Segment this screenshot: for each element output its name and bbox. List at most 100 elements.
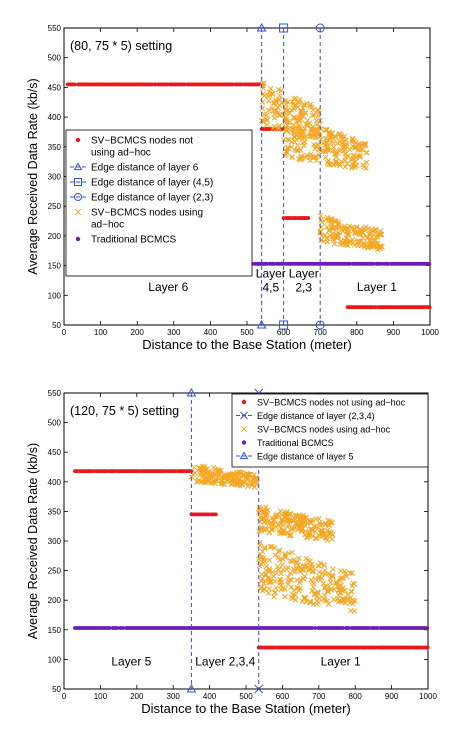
legend-label: SV−BCMCS nodes using ad−hoc — [257, 425, 391, 435]
sv-bcmcs-adhoc-point — [271, 525, 277, 531]
sv-bcmcs-adhoc-point — [368, 240, 374, 246]
sv-bcmcs-adhoc-point — [218, 467, 224, 474]
sv-bcmcs-adhoc-point — [339, 136, 346, 142]
sv-bcmcs-adhoc-point — [264, 122, 270, 128]
sv-bcmcs-adhoc-point — [333, 218, 339, 224]
sv-bcmcs-adhoc-point — [344, 242, 351, 249]
traditional-bcmcs-point — [427, 261, 432, 266]
region-label: 4,5 — [262, 280, 279, 294]
edge-marker-top — [186, 387, 197, 397]
sv-bcmcs-adhoc-point — [270, 125, 276, 132]
edge-marker-top — [256, 22, 267, 32]
sv-bcmcs-adhoc-point — [313, 157, 320, 164]
sv-bcmcs-adhoc-point — [338, 132, 344, 139]
sv-bcmcs-adhoc-point — [201, 465, 208, 472]
x-tick-label: 1000 — [421, 328, 439, 337]
sv-bcmcs-adhoc-point — [207, 479, 213, 486]
legend-box — [231, 393, 429, 468]
legend-marker — [240, 411, 248, 420]
legend-marker — [240, 425, 248, 433]
y-tick-label: 350 — [48, 507, 62, 516]
sv-bcmcs-adhoc-point — [312, 535, 319, 541]
sv-bcmcs-adhoc-point — [288, 584, 294, 590]
region-label: Layer 5 — [111, 654, 151, 668]
edge-marker-bottom — [186, 683, 197, 693]
sv-bcmcs-adhoc-point — [323, 126, 330, 133]
sv-bcmcs-adhoc-point — [273, 585, 279, 591]
sv-bcmcs-adhoc-point — [232, 473, 239, 479]
y-tick-label: 300 — [48, 173, 62, 182]
sv-bcmcs-adhoc-point — [207, 472, 213, 478]
sv-bcmcs-adhoc-point — [357, 147, 363, 153]
sv-bcmcs-adhoc-point — [275, 124, 282, 131]
region-label: Layer 2,3,4 — [195, 654, 255, 668]
x-tick-label: 700 — [312, 692, 326, 701]
legend-label: Edge distance of layer (4,5) — [91, 178, 213, 189]
sv-bcmcs-adhoc-point — [276, 547, 283, 554]
edge-marker-top — [315, 23, 325, 33]
sv-bcmcs-non-adhoc-point — [427, 305, 432, 310]
sv-bcmcs-adhoc-point — [275, 126, 282, 132]
sv-bcmcs-adhoc-point — [297, 113, 304, 119]
sv-bcmcs-adhoc-point — [312, 154, 318, 160]
sv-bcmcs-adhoc-point — [315, 106, 321, 113]
sv-bcmcs-adhoc-point — [310, 601, 317, 607]
traditional-bcmcs-point — [386, 261, 391, 266]
x-tick-label: 500 — [240, 328, 254, 337]
sv-bcmcs-adhoc-point — [291, 147, 298, 153]
sv-bcmcs-adhoc-point — [331, 218, 338, 224]
sv-bcmcs-adhoc-point — [232, 480, 239, 486]
region-label: Layer 1 — [321, 654, 361, 668]
sv-bcmcs-adhoc-point — [284, 136, 291, 143]
sv-bcmcs-adhoc-point — [284, 107, 291, 113]
sv-bcmcs-adhoc-point — [316, 520, 323, 526]
sv-bcmcs-adhoc-point — [256, 542, 263, 548]
edge-marker-top — [279, 23, 289, 33]
y-tick-label: 500 — [48, 419, 62, 428]
sv-bcmcs-adhoc-point — [261, 111, 268, 118]
sv-bcmcs-adhoc-point — [363, 165, 369, 172]
sv-bcmcs-adhoc-point — [305, 557, 311, 564]
sv-bcmcs-adhoc-point — [309, 127, 315, 134]
sv-bcmcs-adhoc-point — [283, 128, 290, 135]
sv-bcmcs-adhoc-point — [272, 552, 278, 558]
sv-bcmcs-adhoc-point — [314, 141, 321, 148]
sv-bcmcs-adhoc-point — [300, 567, 307, 573]
sv-bcmcs-adhoc-point — [288, 594, 295, 600]
sv-bcmcs-adhoc-point — [210, 464, 217, 471]
sv-bcmcs-adhoc-point — [309, 112, 316, 119]
sv-bcmcs-adhoc-point — [192, 470, 198, 476]
sv-bcmcs-adhoc-point — [321, 148, 327, 154]
legend-marker — [75, 236, 81, 242]
sv-bcmcs-adhoc-point — [324, 598, 331, 604]
sv-bcmcs-adhoc-point — [308, 133, 315, 140]
sv-bcmcs-adhoc-point — [292, 592, 299, 598]
sv-bcmcs-adhoc-point — [308, 577, 314, 583]
sv-bcmcs-adhoc-point — [342, 164, 348, 170]
y-tick-label: 250 — [48, 567, 62, 576]
region-label: Layer — [256, 266, 286, 280]
sv-bcmcs-adhoc-point — [298, 520, 305, 527]
traditional-bcmcs-point — [340, 626, 345, 630]
sv-bcmcs-adhoc-point — [337, 162, 343, 169]
sv-bcmcs-adhoc-point — [241, 479, 247, 485]
sv-bcmcs-adhoc-point — [294, 521, 300, 527]
y-tick-label: 550 — [48, 24, 62, 33]
sv-bcmcs-adhoc-point — [291, 587, 297, 594]
sv-bcmcs-adhoc-point — [292, 597, 299, 603]
sv-bcmcs-adhoc-point — [330, 144, 337, 150]
sv-bcmcs-adhoc-point — [286, 137, 292, 143]
x-tick-label: 300 — [167, 328, 181, 337]
sv-bcmcs-adhoc-point — [325, 158, 331, 164]
sv-bcmcs-adhoc-point — [263, 510, 270, 516]
sv-bcmcs-adhoc-point — [299, 598, 306, 604]
sv-bcmcs-adhoc-point — [298, 153, 305, 159]
sv-bcmcs-adhoc-point — [318, 217, 324, 224]
sv-bcmcs-adhoc-point — [250, 475, 257, 481]
sv-bcmcs-adhoc-point — [301, 101, 307, 108]
sv-bcmcs-adhoc-point — [259, 575, 266, 582]
sv-bcmcs-adhoc-point — [318, 224, 324, 230]
region-label: Layer 6 — [148, 280, 188, 294]
sv-bcmcs-adhoc-point — [323, 535, 329, 542]
